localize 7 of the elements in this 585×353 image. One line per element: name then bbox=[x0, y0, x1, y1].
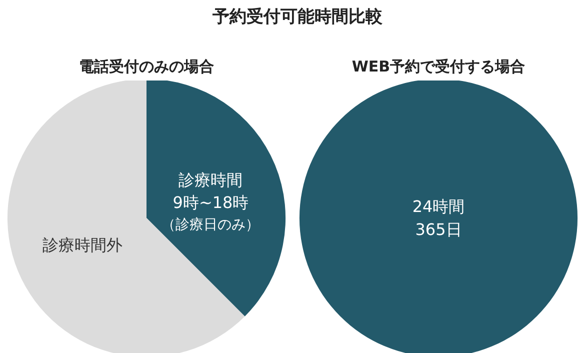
slice-label: 24時間 365日 bbox=[412, 197, 465, 239]
chart-subtitle: 電話受付のみの場合 bbox=[79, 58, 214, 76]
chart-subtitle: WEB予約で受付する場合 bbox=[352, 58, 526, 76]
slice-label: 診療時間 9時~18時 bbox=[172, 170, 249, 212]
text: （診療日のみ） bbox=[162, 216, 260, 233]
slice-label: 診療時間外 bbox=[42, 235, 122, 254]
chart-title: 予約受付可能時間比較 bbox=[212, 6, 384, 29]
